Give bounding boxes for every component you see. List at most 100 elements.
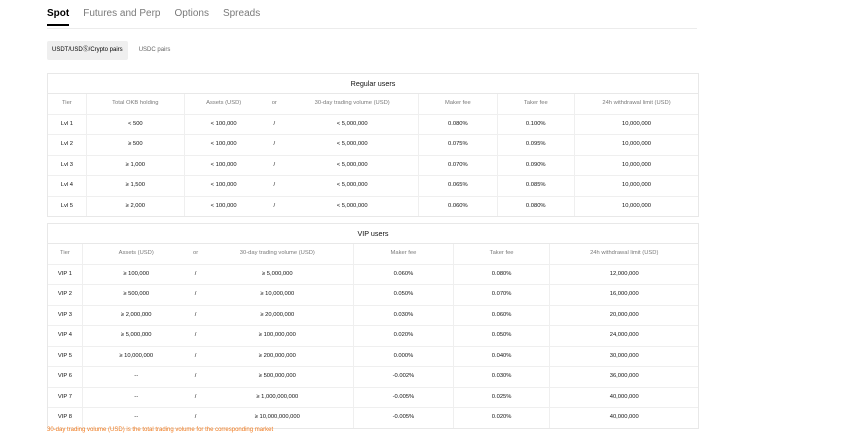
cell-limit: 12,000,000 bbox=[609, 270, 639, 277]
vip-users-title: VIP users bbox=[48, 224, 698, 244]
col-tier: Tier bbox=[48, 244, 83, 264]
tab-futures-and-perp[interactable]: Futures and Perp bbox=[83, 8, 161, 19]
cell-maker: 0.075% bbox=[419, 135, 498, 155]
cell-assets: ≥ 2,000,000 bbox=[120, 311, 152, 318]
table-row: VIP 1 ≥ 100,000 / ≥ 5,000,000 0.060% 0.080% 12… bbox=[48, 264, 698, 285]
market-tabs: Spot Futures and Perp Options Spreads bbox=[47, 8, 274, 26]
regular-header-row: Tier Total OKB holding Assets (USD) or 3… bbox=[48, 94, 698, 115]
cell-maker: -0.002% bbox=[354, 367, 454, 387]
cell-or: / bbox=[194, 270, 197, 277]
cell-assets: < 100,000 bbox=[210, 202, 237, 209]
cell-assets: ≥ 100,000 bbox=[123, 270, 150, 277]
pair-subtabs: USDT/USDⓈ/Crypto pairs USDC pairs bbox=[47, 41, 181, 60]
cell-volume: ≥ 5,000,000 bbox=[202, 264, 355, 284]
cell-tier: Lvl 4 bbox=[48, 176, 87, 196]
cell-limit: 10,000,000 bbox=[621, 120, 651, 127]
table-row: Lvl 1 < 500 < 100,000 / < 5,000,000 0.080% 0.1… bbox=[48, 114, 698, 135]
cell-taker: 0.020% bbox=[454, 408, 551, 428]
cell-or: / bbox=[194, 393, 197, 400]
cell-limit: 10,000,000 bbox=[621, 161, 651, 168]
col-withdrawal-limit: 24h withdrawal limit (USD) bbox=[590, 250, 659, 256]
cell-maker: -0.005% bbox=[354, 408, 454, 428]
cell-holding: ≥ 1,000 bbox=[87, 155, 185, 175]
cell-assets: < 100,000 bbox=[210, 120, 237, 127]
regular-users-title: Regular users bbox=[48, 74, 698, 94]
cell-or: / bbox=[194, 291, 197, 297]
col-tier: Tier bbox=[48, 94, 87, 114]
cell-taker: 0.040% bbox=[454, 346, 551, 366]
cell-tier: VIP 1 bbox=[48, 264, 83, 284]
cell-limit: 20,000,000 bbox=[609, 311, 639, 318]
tab-spot[interactable]: Spot bbox=[47, 8, 70, 26]
table-row: VIP 8 -- / ≥ 10,000,000,000 -0.005% 0.020% 40,… bbox=[48, 408, 698, 428]
cell-or: / bbox=[273, 161, 276, 168]
table-row: Lvl 2 ≥ 500 < 100,000 / < 5,000,000 0.075% 0.0… bbox=[48, 135, 698, 156]
cell-tier: VIP 3 bbox=[48, 305, 83, 325]
cell-volume: ≥ 200,000,000 bbox=[202, 346, 355, 366]
cell-volume: ≥ 20,000,000 bbox=[202, 305, 355, 325]
cell-assets: ≥ 500,000 bbox=[123, 291, 150, 297]
table-row: VIP 3 ≥ 2,000,000 / ≥ 20,000,000 0.030% 0.060… bbox=[48, 305, 698, 326]
col-volume: 30-day trading volume (USD) bbox=[202, 244, 355, 264]
cell-holding: ≥ 1,500 bbox=[87, 176, 185, 196]
cell-tier: VIP 6 bbox=[48, 367, 83, 387]
col-maker-fee: Maker fee bbox=[354, 244, 454, 264]
cell-taker: 0.080% bbox=[454, 264, 551, 284]
cell-taker: 0.070% bbox=[454, 285, 551, 305]
cell-volume: < 5,000,000 bbox=[286, 176, 420, 196]
cell-maker: -0.005% bbox=[354, 387, 454, 407]
subtab-usdt-pairs[interactable]: USDT/USDⓈ/Crypto pairs bbox=[47, 41, 128, 60]
col-taker-fee: Taker fee bbox=[498, 94, 575, 114]
cell-tier: VIP 2 bbox=[48, 285, 83, 305]
table-row: Lvl 5 ≥ 2,000 < 100,000 / < 5,000,000 0.060% 0… bbox=[48, 196, 698, 216]
cell-taker: 0.025% bbox=[454, 387, 551, 407]
cell-tier: VIP 4 bbox=[48, 326, 83, 346]
cell-taker: 0.060% bbox=[454, 305, 551, 325]
cell-limit: 40,000,000 bbox=[609, 414, 639, 420]
cell-volume: ≥ 10,000,000,000 bbox=[202, 408, 355, 428]
col-maker-fee: Maker fee bbox=[419, 94, 498, 114]
cell-maker: 0.060% bbox=[419, 196, 498, 216]
cell-volume: < 5,000,000 bbox=[286, 155, 420, 175]
cell-or: / bbox=[194, 332, 197, 338]
cell-holding: ≥ 500 bbox=[87, 135, 185, 155]
cell-volume: ≥ 100,000,000 bbox=[202, 326, 355, 346]
cell-limit: 30,000,000 bbox=[609, 352, 639, 359]
cell-assets: -- bbox=[134, 393, 139, 400]
cell-limit: 36,000,000 bbox=[609, 373, 639, 379]
tab-options[interactable]: Options bbox=[174, 8, 209, 19]
cell-tier: Lvl 2 bbox=[48, 135, 87, 155]
table-row: VIP 4 ≥ 5,000,000 / ≥ 100,000,000 0.020% 0.05… bbox=[48, 326, 698, 347]
table-row: VIP 5 ≥ 10,000,000 / ≥ 200,000,000 0.000% 0.0… bbox=[48, 346, 698, 367]
cell-or: / bbox=[273, 120, 276, 127]
cell-limit: 16,000,000 bbox=[609, 291, 639, 297]
tabs-divider bbox=[47, 28, 697, 29]
cell-taker: 0.095% bbox=[498, 135, 575, 155]
cell-assets: < 100,000 bbox=[210, 141, 237, 147]
cell-taker: 0.080% bbox=[498, 196, 575, 216]
cell-or: / bbox=[273, 182, 276, 188]
col-or: or bbox=[271, 100, 277, 106]
cell-volume: < 5,000,000 bbox=[286, 196, 420, 216]
table-row: VIP 7 -- / ≥ 1,000,000,000 -0.005% 0.025% 40,0… bbox=[48, 387, 698, 408]
cell-volume: < 5,000,000 bbox=[286, 114, 420, 134]
cell-or: / bbox=[273, 202, 276, 209]
vip-users-table: VIP users Tier Assets (USD) or 30-day tr… bbox=[47, 223, 699, 429]
subtab-usdc-pairs[interactable]: USDC pairs bbox=[138, 47, 171, 53]
cell-maker: 0.065% bbox=[419, 176, 498, 196]
table-row: Lvl 4 ≥ 1,500 < 100,000 / < 5,000,000 0.065% 0… bbox=[48, 176, 698, 197]
col-okb-holding: Total OKB holding bbox=[87, 94, 185, 114]
cell-maker: 0.030% bbox=[354, 305, 454, 325]
cell-tier: VIP 5 bbox=[48, 346, 83, 366]
cell-maker: 0.000% bbox=[354, 346, 454, 366]
cell-taker: 0.050% bbox=[454, 326, 551, 346]
regular-users-table: Regular users Tier Total OKB holding Ass… bbox=[47, 73, 699, 217]
col-or: or bbox=[192, 250, 199, 256]
volume-footnote: 30-day trading volume (USD) is the total… bbox=[47, 427, 274, 433]
cell-or: / bbox=[273, 141, 276, 147]
tab-spreads[interactable]: Spreads bbox=[222, 8, 261, 19]
cell-assets: < 100,000 bbox=[210, 182, 237, 188]
cell-assets: -- bbox=[134, 414, 139, 420]
cell-or: / bbox=[194, 352, 197, 359]
cell-holding: < 500 bbox=[87, 114, 185, 134]
